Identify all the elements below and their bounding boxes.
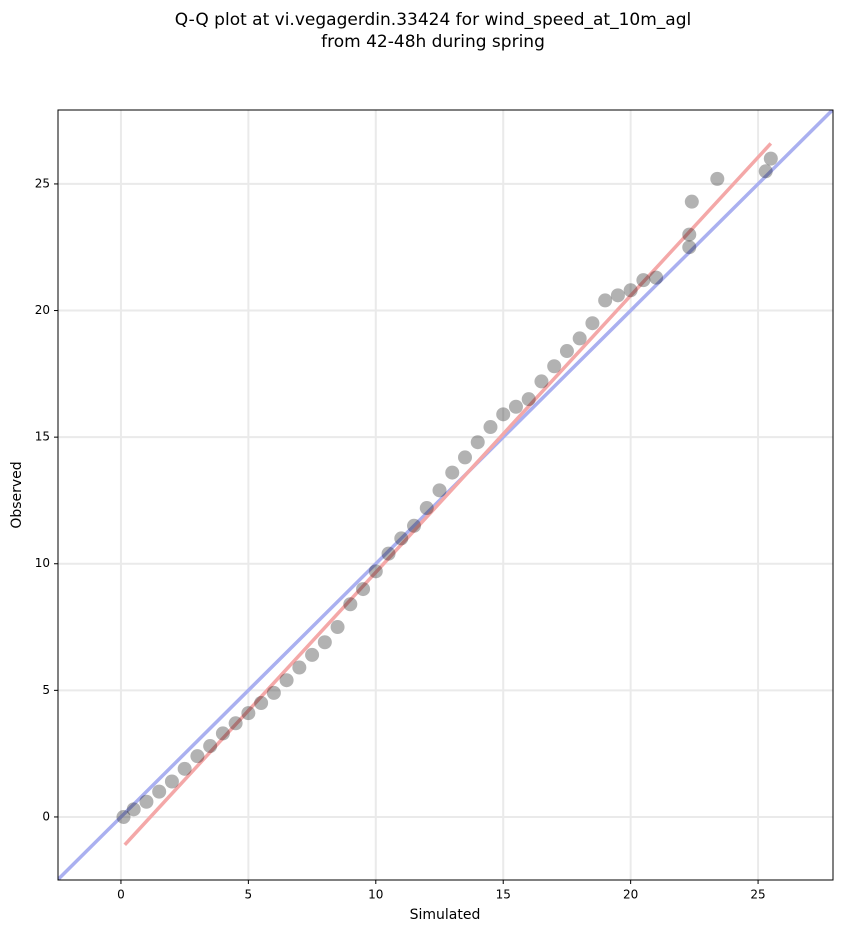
plot-frame [57,109,834,881]
x-axis-label: Simulated [410,907,481,923]
point [152,784,167,799]
y-tick-label: 20 [35,303,50,317]
y-axis-label: Observed [9,461,25,528]
point [292,660,307,675]
point [470,435,485,450]
point [241,706,256,721]
point [116,809,131,824]
point [521,392,536,407]
point [763,151,778,166]
point [508,399,523,414]
y-tick-label: 0 [42,809,50,823]
point [279,673,294,688]
x-tick-label: 0 [117,888,125,902]
point [394,531,409,546]
point [682,227,697,242]
point [407,518,422,533]
point [572,331,587,346]
point [317,635,332,650]
point [710,171,725,186]
point [684,194,699,209]
point [432,483,447,498]
chart-title: from 42-48h during spring [321,32,545,52]
point [758,164,773,179]
point [610,288,625,303]
point [139,794,154,809]
point [682,240,697,255]
point [305,647,320,662]
point [381,546,396,561]
point [559,344,574,359]
point [343,597,358,612]
point [419,501,434,516]
point [330,620,345,635]
point [598,293,613,308]
point [636,273,651,288]
point [483,420,498,435]
point [585,316,600,331]
x-tick-label: 25 [750,888,765,902]
chart-title: Q-Q plot at vi.vegagerdin.33424 for wind… [175,10,691,30]
reference-line [123,142,773,846]
point [445,465,460,480]
x-tick-label: 5 [245,888,253,902]
y-tick-label: 5 [42,683,50,697]
point [457,450,472,465]
point [203,739,218,754]
x-tick-label: 20 [623,888,638,902]
point [215,726,230,741]
point [534,374,549,389]
y-tick-label: 25 [35,176,50,190]
point [356,582,371,597]
point [649,270,664,285]
y-tick-label: 10 [35,556,50,570]
point [254,696,269,711]
plot-area [58,110,833,880]
y-tick-label: 15 [35,430,50,444]
point [266,685,281,700]
point [177,761,192,776]
point [190,749,205,764]
point [496,407,511,422]
x-tick-label: 10 [368,888,383,902]
point [547,359,562,374]
point [126,802,141,817]
point [368,564,383,579]
point [623,283,638,298]
point [164,774,179,789]
x-tick-label: 15 [496,888,511,902]
point [228,716,243,731]
